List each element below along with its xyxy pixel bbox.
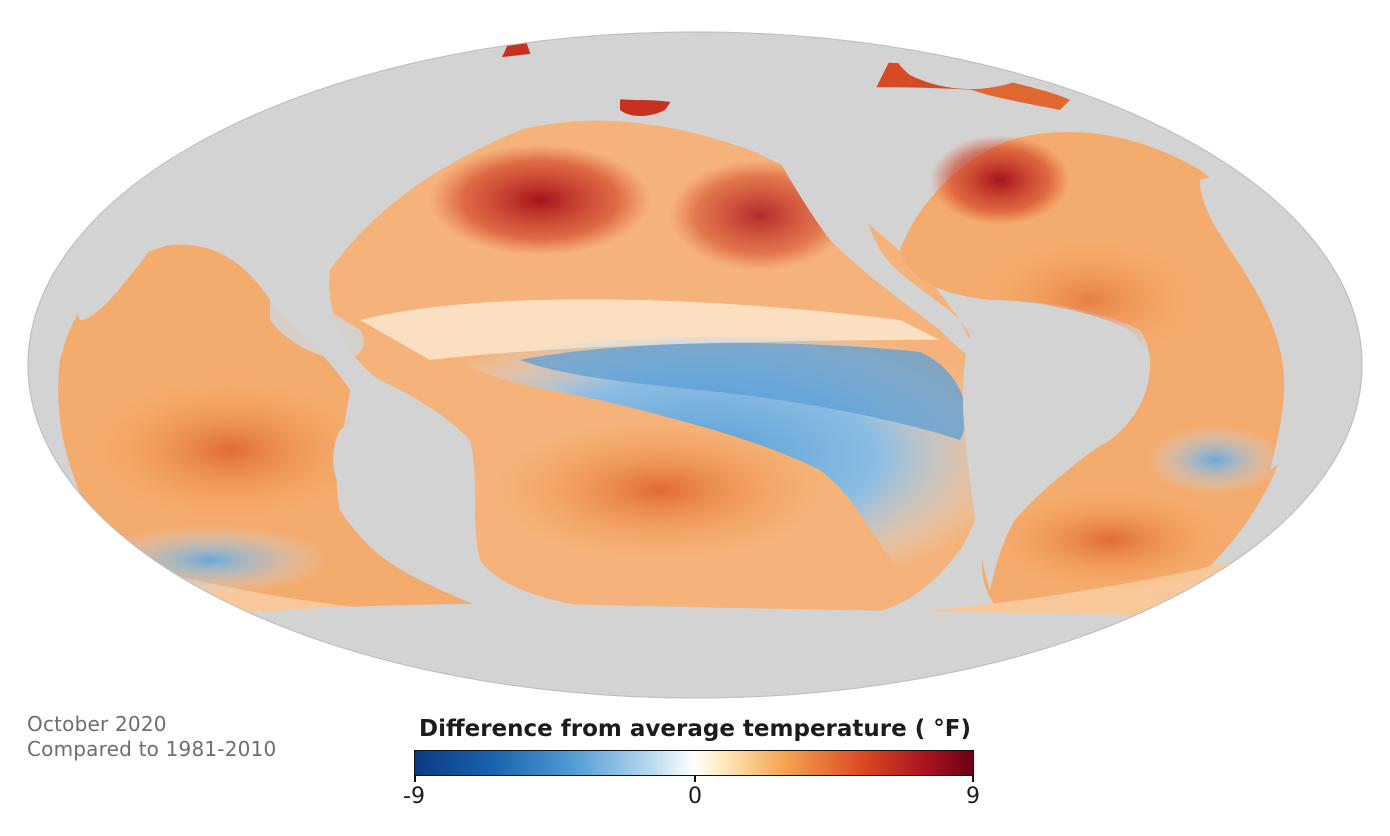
- legend-color-bar: [414, 750, 974, 776]
- atlantic-ocean: [900, 131, 1299, 629]
- south-indian-cool: [90, 525, 330, 595]
- legend-title: Difference from average temperature ( °F…: [419, 716, 971, 742]
- south-pacific-warm: [490, 420, 830, 560]
- indian-warm: [90, 380, 370, 520]
- legend-tick-max: [972, 775, 974, 782]
- legend-label-mid: 0: [688, 784, 702, 809]
- la-nina-core: [520, 342, 966, 440]
- caption-date: October 2020: [27, 712, 167, 736]
- south-atlantic-warm: [990, 490, 1230, 590]
- globe-outline: [27, 31, 1363, 699]
- legend-tick-min: [414, 775, 416, 782]
- north-atlantic-hot: [930, 135, 1070, 225]
- equatorial-pale-band: [360, 299, 940, 360]
- legend-tick-mid: [694, 775, 696, 782]
- legend-label-min: -9: [403, 784, 425, 809]
- legend-label-max: 9: [966, 784, 980, 809]
- north-pacific-hot: [430, 145, 650, 255]
- south-atlantic-cool: [1145, 425, 1285, 495]
- caption-baseline: Compared to 1981-2010: [27, 737, 277, 761]
